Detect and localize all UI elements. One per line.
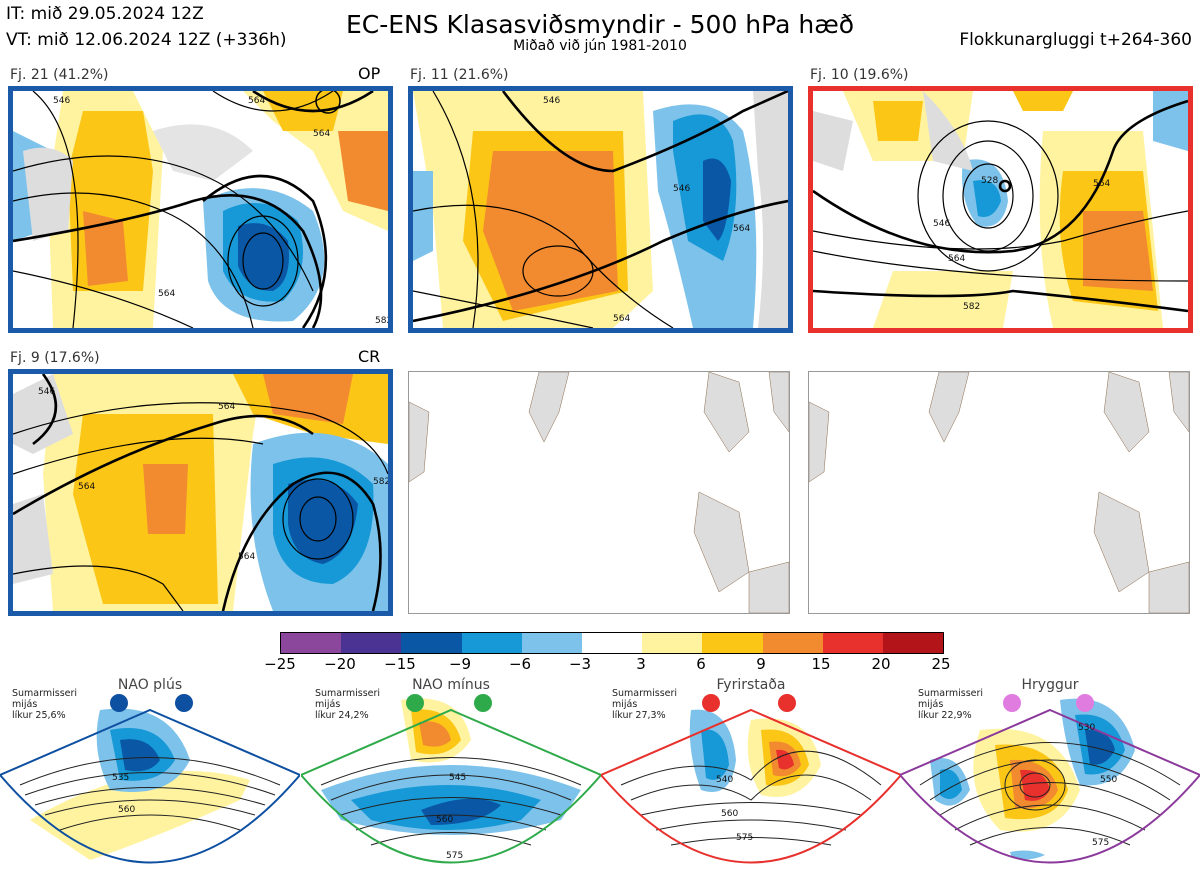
regime-3-note: Sumarmisseri mijás líkur 27,3% [612,688,678,721]
colorbar-swatch [642,633,703,653]
regime-3-contour-label: 540 [716,775,733,785]
colorbar-tick: 6 [696,655,706,673]
cluster-3-contour-label: 582 [963,302,980,312]
colorbar-swatch [882,633,944,653]
regime-2-dot [406,694,424,712]
regime-4-contour-label: 550 [1100,775,1117,785]
regime-3-dot [702,694,720,712]
colorbar-tick: 15 [811,655,831,673]
cluster-4-contour-label: 582 [373,477,388,487]
cluster-4-contour-label: 564 [238,552,255,562]
valid-time: VT: mið 12.06.2024 12Z (+336h) [6,30,287,50]
regime-2-contour-label: 575 [446,851,463,861]
cluster-3-contour-label: 564 [948,254,965,264]
cluster-4-label: Fj. 9 (17.6%) [10,350,100,366]
regime-1-contour-label: 535 [112,773,129,783]
colorbar-swatch [762,633,823,653]
cluster-4-tag: CR [358,347,381,366]
regime-4-dot [1076,694,1094,712]
regime-3-map: 540 560 575 [601,708,901,864]
colorbar-tick: −6 [508,655,532,673]
regime-1-map: 535 560 [0,708,300,864]
regime-4-note: Sumarmisseri mijás líkur 22,9% [918,688,984,721]
regime-2-dot [474,694,492,712]
cluster-4-contour-label: 564 [78,482,95,492]
cluster-4-contour-label: 546 [38,387,55,397]
colorbar-tick: −20 [324,655,356,673]
cluster-2-label: Fj. 11 (21.6%) [410,67,509,83]
colorbar-swatch [401,633,462,653]
initial-time: IT: mið 29.05.2024 12Z [6,4,204,24]
cluster-2-contour-label: 564 [733,224,750,234]
page-subtitle: Miðað við jún 1981-2010 [513,38,687,54]
page-title: EC-ENS Klasasviðsmyndir - 500 hPa hæð [345,10,855,39]
regime-4-map: 530 550 575 [900,698,1200,864]
regime-1-note: Sumarmisseri mijás líkur 25,6% [12,688,78,721]
regime-4-dot [1003,694,1021,712]
colorbar-tick: −9 [448,655,472,673]
cluster-4-map[interactable]: 546 564 564 564 582 [8,369,393,616]
regime-3-dot [778,694,796,712]
cluster-1-contour-label: 564 [248,96,265,106]
colorbar-swatch [702,633,763,653]
colorbar-swatch [461,633,522,653]
cluster-3-contour-label: 546 [933,219,950,229]
cluster-1-tag: OP [358,64,381,83]
cluster-1-label: Fj. 21 (41.2%) [10,67,109,83]
regime-1-dot [110,694,128,712]
classification-window: Flokkunargluggi t+264-360 [959,30,1192,50]
colorbar-tick: −25 [264,655,296,673]
cluster-2-contour-label: 546 [543,96,560,106]
regime-3-contour-label: 560 [721,809,738,819]
regime-1-dot [175,694,193,712]
regime-2-map: 545 560 575 [301,698,601,864]
cluster-2-contour-label: 546 [673,184,690,194]
regime-3-name: Fyrirstaða [716,677,786,693]
colorbar [280,632,944,654]
empty-map-2 [808,371,1190,614]
cluster-1-contour-label: 546 [53,96,70,106]
colorbar-tick: 9 [756,655,766,673]
regime-2-contour-label: 560 [436,815,453,825]
cluster-3-label: Fj. 10 (19.6%) [810,67,909,83]
cluster-3-map[interactable]: 528 546 564 564 582 [808,86,1193,333]
colorbar-swatch [521,633,582,653]
cluster-1-contour-label: 564 [158,289,175,299]
colorbar-swatch [281,633,342,653]
cluster-2-map[interactable]: 546 546 564 564 [408,86,793,333]
cluster-4-contour-label: 564 [218,402,235,412]
cluster-2-contour-label: 564 [613,314,630,324]
cluster-1-map[interactable]: 546 564 564 564 582 [8,86,393,333]
colorbar-swatch [341,633,402,653]
regime-2-note: Sumarmisseri mijás líkur 24,2% [315,688,381,721]
regime-1-name: NAO plús [117,677,183,693]
colorbar-tick: 20 [871,655,891,673]
empty-map-1 [408,371,790,614]
cluster-3-contour-label: 564 [1093,179,1110,189]
regime-1-contour-label: 560 [118,805,135,815]
colorbar-swatch [822,633,883,653]
colorbar-swatch [581,633,643,653]
cluster-3-contour-label: 528 [981,176,998,186]
colorbar-tick: 3 [636,655,646,673]
cluster-1-contour-label: 564 [313,129,330,139]
colorbar-tick: 25 [931,655,951,673]
cluster-1-contour-label: 582 [375,316,388,326]
regime-4-name: Hryggur [1021,677,1079,693]
colorbar-tick: −15 [384,655,416,673]
regime-3-contour-label: 575 [736,833,753,843]
regime-4-contour-label: 530 [1078,723,1095,733]
colorbar-tick: −3 [568,655,592,673]
regime-4-contour-label: 575 [1092,838,1109,848]
regime-2-contour-label: 545 [449,773,466,783]
regime-2-name: NAO mínus [412,677,490,693]
